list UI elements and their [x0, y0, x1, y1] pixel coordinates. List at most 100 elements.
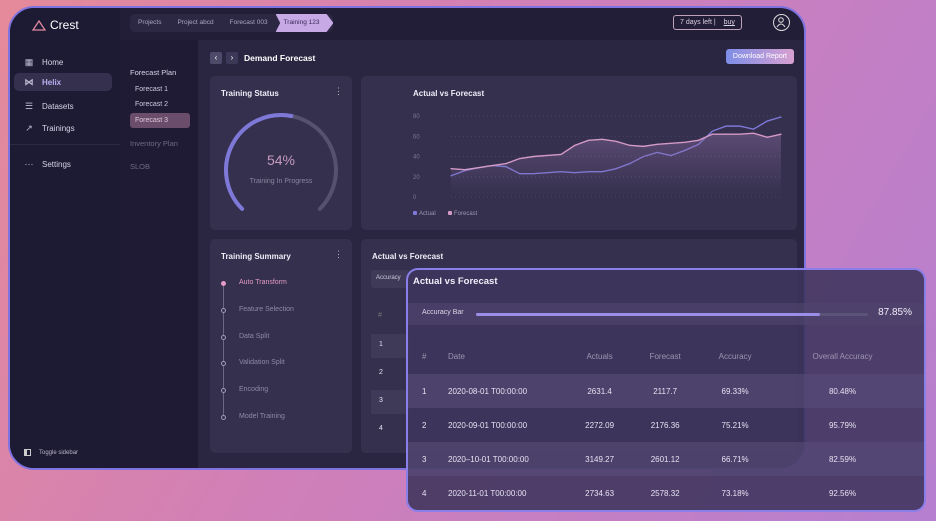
- crumb-projects[interactable]: Projects: [138, 19, 162, 26]
- accuracy-bar-label: Accuracy Bar: [422, 309, 464, 316]
- step-marker: [221, 361, 226, 367]
- back-button[interactable]: ‹: [210, 52, 222, 64]
- legend-label: Forecast: [454, 211, 478, 217]
- table-row[interactable]: 4 2020-11-01 T00:00:00 2734.63 2578.32 73.18…: [408, 476, 924, 510]
- download-report-button[interactable]: Download Report: [725, 49, 794, 64]
- cell-actuals: 2734.63: [585, 488, 615, 498]
- cell-overall-accuracy: 80.48%: [771, 374, 924, 408]
- cell-forecast: 2117.7: [631, 374, 700, 408]
- data-point-forecast: [587, 139, 590, 141]
- trial-text: 7 days left: [680, 19, 712, 26]
- col-accuracy: Accuracy: [718, 351, 752, 361]
- cell-accuracy: 75.21%: [721, 420, 749, 430]
- accuracy-bar: [476, 313, 868, 316]
- more-options-icon[interactable]: ⋮: [334, 86, 343, 96]
- progress-gauge: [224, 113, 338, 211]
- crumb-training[interactable]: Training 123: [275, 14, 334, 32]
- data-point-forecast: [711, 133, 713, 135]
- label: Settings: [42, 159, 71, 169]
- data-point-forecast: [464, 169, 466, 171]
- row-index: 1: [379, 341, 383, 348]
- step-feature-selection[interactable]: Feature Selection: [239, 305, 294, 313]
- y-tick-label: 0: [413, 195, 417, 201]
- data-point-forecast: [766, 136, 768, 138]
- data-point-forecast: [505, 162, 507, 165]
- step-auto-transform[interactable]: Auto Transform: [239, 279, 287, 286]
- subnav-slob[interactable]: SLOB: [130, 162, 151, 171]
- label: Home: [42, 57, 64, 67]
- line-chart: 0 20 40 60 80 Actual Forecast: [413, 114, 782, 217]
- data-point-forecast: [697, 139, 700, 141]
- more-icon: ···: [24, 159, 34, 169]
- table-row[interactable]: 3 2020–10-01 T00:00:00 3149.27 2601.12 66.71…: [408, 442, 924, 476]
- step-marker: [221, 388, 226, 394]
- cell-accuracy: 66.71%: [699, 442, 772, 476]
- forecast-area: [451, 133, 781, 197]
- card-title: Training Status: [221, 89, 279, 98]
- subnav-inventory-plan[interactable]: Inventory Plan: [130, 139, 178, 148]
- data-point-forecast: [725, 133, 727, 135]
- row-index: 2: [379, 369, 383, 376]
- step-marker: [221, 281, 226, 286]
- buy-link[interactable]: buy: [723, 19, 735, 26]
- sidebar-item-settings[interactable]: ··· Settings: [14, 155, 112, 173]
- crumb-project[interactable]: Project abcd: [177, 19, 214, 26]
- subnav-forecast-1[interactable]: Forecast 1: [135, 86, 169, 93]
- progress-label: Training In Progress: [249, 178, 313, 185]
- crumb-forecast[interactable]: Forecast 003: [229, 19, 268, 26]
- data-point-forecast: [670, 142, 672, 144]
- logo: Crest: [32, 18, 79, 32]
- row-index: 3: [379, 397, 383, 404]
- table-row[interactable]: 1 2020-08-01 T00:00:00 2631.4 2117.7 69.33% 8…: [408, 374, 924, 408]
- step-validation-split[interactable]: Validation Split: [239, 359, 285, 367]
- sidebar-item-datasets[interactable]: ☰ Datasets: [14, 97, 112, 115]
- actual-vs-forecast-popout: Actual vs Forecast Accuracy Bar 87.85% #…: [406, 268, 926, 512]
- cell-accuracy: 73.18%: [721, 488, 749, 498]
- row-bg: [371, 334, 411, 358]
- training-summary-card: Training Summary ⋮ Auto Transform Feature…: [210, 239, 352, 453]
- trend-icon: ↗: [25, 122, 33, 133]
- data-point-actual: [725, 125, 727, 127]
- data-point-forecast: [615, 140, 617, 142]
- toggle-sidebar-button[interactable]: Toggle sidebar: [24, 449, 78, 456]
- data-point-forecast: [601, 138, 603, 140]
- table-row[interactable]: 2 2020-09-01 T00:00:00 2272.09 2176.36 75.21…: [408, 408, 924, 442]
- more-options-icon[interactable]: ⋮: [334, 249, 343, 259]
- data-point-actual: [766, 120, 768, 122]
- step-marker: [221, 334, 226, 340]
- user-avatar-icon[interactable]: [773, 14, 790, 31]
- table-header: # Date Actuals Forecast Accuracy Overall Accu…: [408, 338, 924, 374]
- cell-forecast: 2601.12: [631, 442, 700, 476]
- data-point-forecast: [642, 145, 645, 147]
- forward-button[interactable]: ›: [226, 52, 238, 64]
- subnav-forecast-3[interactable]: Forecast 3: [130, 113, 190, 128]
- y-tick-label: 60: [413, 134, 420, 140]
- accuracy-table: # Date Actuals Forecast Accuracy Overall Accu…: [408, 338, 924, 510]
- subnav-forecast-2[interactable]: Forecast 2: [135, 101, 169, 108]
- forecast-plan-heading[interactable]: Forecast Plan: [130, 68, 177, 77]
- sidebar-item-trainings[interactable]: ↗ Trainings: [14, 119, 112, 137]
- sidebar: Crest ▦ Home ⋈ Helix ☰ Datasets ↗ Trainings …: [10, 8, 120, 468]
- step-model-training[interactable]: Model Training: [239, 413, 285, 420]
- timeline-line: [223, 283, 224, 417]
- y-tick-label: 80: [413, 114, 420, 120]
- cell-date: 2020-08-01 T00:00:00: [448, 374, 568, 408]
- accuracy-value: 87.85%: [878, 307, 912, 318]
- accuracy-bar-fill: [476, 313, 821, 316]
- step-data-split[interactable]: Data Split: [239, 332, 270, 340]
- sidebar-item-helix[interactable]: ⋈ Helix: [14, 73, 112, 91]
- chart-title: Actual vs Forecast: [413, 89, 485, 98]
- accuracy-tab[interactable]: Accuracy: [371, 270, 411, 288]
- cell-overall-accuracy: 92.56%: [828, 488, 857, 498]
- step-encoding[interactable]: Encoding: [239, 386, 269, 394]
- sidebar-item-home[interactable]: ▦ Home: [14, 53, 112, 71]
- cell-forecast: 2176.36: [650, 420, 680, 430]
- cell-date: 2020-09-01 T00:00:00: [448, 420, 528, 430]
- helix-icon: ⋈: [24, 76, 34, 87]
- trial-badge: 7 days left | buy: [673, 15, 742, 30]
- cell-forecast: 2578.32: [650, 488, 680, 498]
- data-point-forecast: [532, 155, 535, 158]
- y-tick-label: 40: [413, 155, 420, 161]
- actual-vs-forecast-chart-card: Actual vs Forecast 0 20 40 60 80 Actual Foreca…: [361, 76, 797, 230]
- cell-actuals: 3149.27: [568, 442, 632, 476]
